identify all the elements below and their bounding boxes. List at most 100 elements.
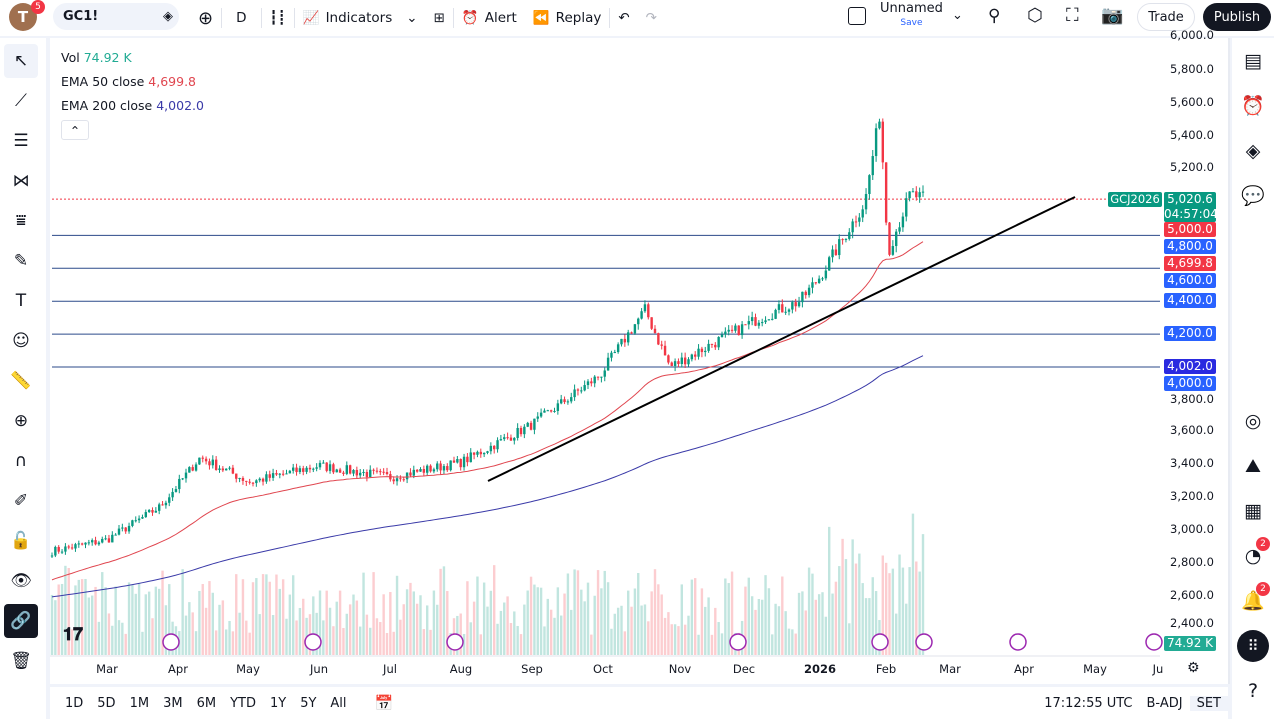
compare-symbol-button[interactable]: ⊕ [190,0,221,36]
ruler-icon[interactable]: 📏 [10,371,32,391]
ideas-stream-icon[interactable]: ◔ 2 [1232,533,1274,578]
candle-body [496,440,499,450]
chevron-down-icon[interactable]: ⌄ [952,8,963,23]
session-toggle[interactable]: SET [1189,695,1228,711]
fib-icon[interactable]: ☰ [13,131,29,151]
chart-type-button[interactable]: ┇┋ [262,0,294,36]
help-icon[interactable]: ? [1247,679,1259,702]
candle-body [533,418,536,430]
candle-body [787,309,791,312]
candle-body [861,209,864,218]
alerts-clock-icon[interactable]: ⏰ [1241,95,1265,117]
diamond-icon[interactable]: ◈ [163,9,173,24]
volume-bar [67,567,70,655]
layout-name-button[interactable]: Unnamed Save [880,1,943,29]
candle-body [241,477,245,481]
volume-bar [670,624,673,655]
date-range-icon[interactable]: 📅 [374,694,394,712]
volume-bar [683,624,687,655]
layers-icon[interactable]: ◈ [1245,139,1261,162]
chart-pane[interactable] [50,38,1228,684]
templates-button[interactable]: ⊞ [426,0,453,36]
alert-button[interactable]: ⏰ Alert [461,10,517,26]
volume-bar [493,565,496,655]
magnet-icon[interactable]: ∩ [14,451,28,471]
collapse-legend-button[interactable]: ⌃ [61,120,89,140]
volume-bar [298,607,302,655]
volume-bar [854,563,858,655]
volume-bar [198,590,201,655]
candle-body [87,542,91,544]
volume-bar [131,584,134,655]
range-all[interactable]: All [330,695,347,711]
link-icon[interactable]: 🔗 [4,604,38,638]
camera-icon[interactable]: 📷 [1101,5,1124,26]
volume-bar [204,607,208,655]
redo-button[interactable]: ↷ [638,0,665,36]
pencil-lock-icon[interactable]: ✐ [13,491,29,511]
fullscreen-icon[interactable]: ⛶ [1066,5,1079,26]
pattern-icon[interactable]: ⋈ [12,171,30,191]
candle-body [854,221,858,223]
volume-bar [499,610,503,655]
zoom-in-icon[interactable]: ⊕ [13,411,29,431]
watchlist-icon[interactable]: ▤ [1244,49,1262,72]
event-marker-icon [729,633,747,651]
volume-bar [348,604,352,655]
volume-bar [134,593,137,655]
eye-icon[interactable]: 👁 [10,571,32,591]
text-icon[interactable]: T [15,291,27,311]
candle-body [553,410,556,412]
chat-icon[interactable]: 💬 [1241,185,1265,207]
range-1d[interactable]: 1D [65,695,84,711]
trend-line-icon[interactable]: ⟋ [15,91,27,111]
badj-toggle[interactable]: B-ADJ [1146,695,1183,711]
settings-icon[interactable]: ⬡ [1027,5,1043,26]
layout-icon[interactable] [848,7,866,25]
interval-button[interactable]: D [236,10,247,26]
candle-body [841,239,844,241]
candle-body [201,457,204,459]
brush-icon[interactable]: ✎ [13,251,29,271]
candle-body [251,482,255,484]
volume-bar [717,622,720,655]
gauge-icon[interactable]: ◎ [1244,409,1262,432]
volume-bar [275,574,278,655]
range-6m[interactable]: 6M [196,695,217,711]
quick-search-icon[interactable]: ⚲ [988,6,1001,26]
axis-settings-icon[interactable]: ⚙ [1187,660,1200,676]
notifications-bell-icon[interactable]: 🔔 2 [1232,578,1274,623]
range-3m[interactable]: 3M [163,695,183,711]
volume-bar [144,594,147,655]
volume-bar [422,629,426,655]
indicators-button[interactable]: 📈 Indicators ⌄ [302,10,418,26]
forecast-icon[interactable]: ⩸ [15,211,27,231]
candle-body [422,469,426,473]
range-5d[interactable]: 5D [97,695,116,711]
range-ytd[interactable]: YTD [230,695,256,711]
undo-button[interactable]: ↶ [610,0,637,36]
candle-body [114,534,117,536]
apps-grid-icon[interactable]: ⠿ [1232,623,1274,668]
volume-bar [851,539,854,655]
volume-bar [211,592,214,655]
trade-button[interactable]: Trade [1137,3,1195,31]
symbol-search[interactable]: GC1! ◈ [53,3,179,30]
screener-icon[interactable]: ⛰ [1245,454,1261,477]
replay-button[interactable]: ⏪ Replay [532,10,602,26]
candle-body [888,222,891,255]
volume-bar [694,578,697,655]
clock-timezone[interactable]: 17:12:55 UTC [1044,695,1133,711]
volume-bar [97,621,101,655]
candle-body [911,191,915,193]
range-5y[interactable]: 5Y [300,695,317,711]
cursor-icon[interactable]: ↖ [4,44,38,78]
emoji-icon[interactable]: ☺ [12,331,30,351]
publish-button[interactable]: Publish [1203,3,1271,31]
range-1m[interactable]: 1M [129,695,150,711]
lock-icon[interactable]: 🔓 [10,531,32,551]
calendar-icon[interactable]: ▦ [1244,499,1262,522]
trash-icon[interactable]: 🗑 [10,651,32,671]
range-1y[interactable]: 1Y [269,695,287,711]
